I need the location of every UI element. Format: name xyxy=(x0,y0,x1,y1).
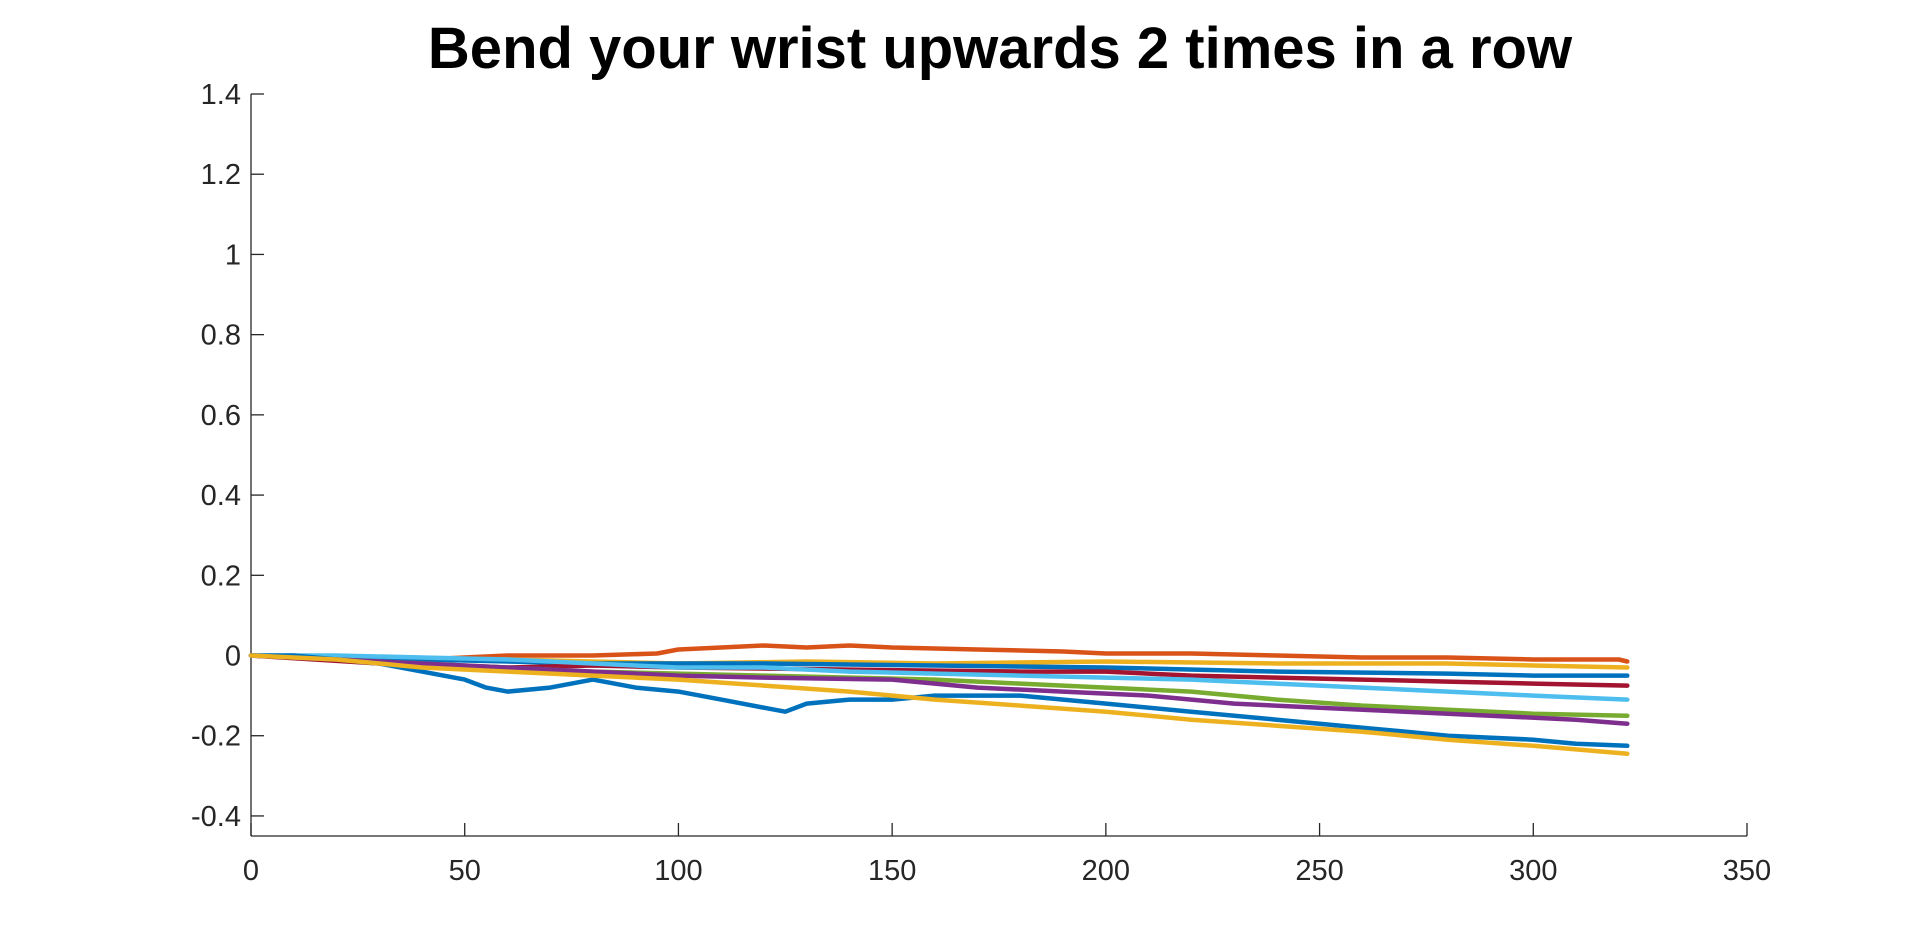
series-line-5 xyxy=(248,653,1630,702)
x-tick-label: 0 xyxy=(243,855,259,887)
y-tick-label: 0.2 xyxy=(201,560,241,592)
y-tick-label: -0.4 xyxy=(191,801,241,833)
y-axis-ticks: -0.4 -0.2 0 0.2 0.4 0.6 0.8 1 1.2 1.4 xyxy=(191,79,264,833)
axes xyxy=(250,94,1747,837)
x-tick-label: 250 xyxy=(1295,855,1343,887)
y-tick-label: 0.8 xyxy=(201,320,241,352)
x-tick-label: 50 xyxy=(449,855,481,887)
y-tick-label: 1.2 xyxy=(201,159,241,191)
series-line-7 xyxy=(248,653,1630,726)
chart-title: Bend your wrist upwards 2 times in a row xyxy=(428,16,1573,81)
x-axis-ticks: 0 50 100 150 200 250 300 350 xyxy=(243,823,1771,887)
y-tick-label: -0.2 xyxy=(191,721,241,753)
y-tick-label: 1.4 xyxy=(201,79,241,111)
y-tick-label: 0 xyxy=(225,641,241,673)
x-tick-label: 100 xyxy=(654,855,702,887)
series-group xyxy=(248,643,1630,757)
series-line-9 xyxy=(248,653,1630,757)
series-line-8 xyxy=(248,653,1630,749)
y-tick-label: 0.4 xyxy=(201,480,241,512)
x-tick-label: 200 xyxy=(1082,855,1130,887)
x-tick-label: 350 xyxy=(1723,855,1771,887)
series-line-1 xyxy=(248,643,1630,664)
x-tick-label: 300 xyxy=(1509,855,1557,887)
x-tick-label: 150 xyxy=(868,855,916,887)
y-tick-label: 0.6 xyxy=(201,400,241,432)
y-tick-label: 1 xyxy=(225,239,241,271)
